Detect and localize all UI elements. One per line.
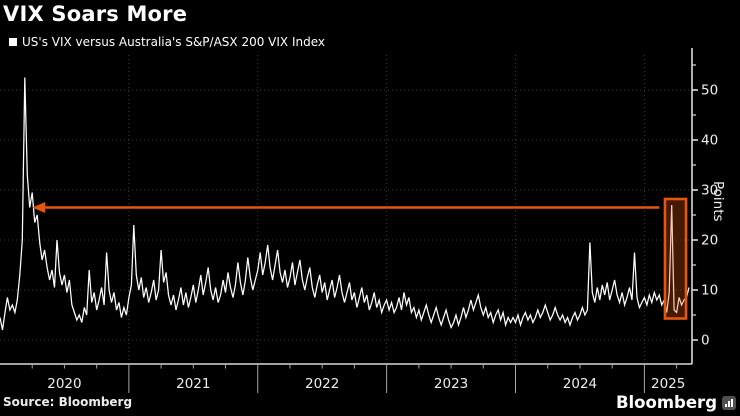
x-year-label: 2025 (651, 376, 685, 392)
latest-spike-highlight-box (663, 197, 688, 320)
gridlines (0, 55, 692, 364)
x-year-label: 2024 (563, 376, 597, 392)
x-axis: 2020 2021 2022 2023 2024 2025 (31, 364, 685, 393)
x-year-label: 2023 (434, 376, 468, 392)
comparison-arrow-annotation (32, 202, 660, 213)
bloomberg-wordmark: Bloomberg (615, 393, 717, 412)
y-tick-label: 40 (701, 133, 718, 149)
legend-square-marker (9, 38, 17, 46)
y-axis: 0 10 20 30 40 50 (692, 64, 718, 349)
y-axis-title: Points (710, 181, 726, 222)
y-tick-label: 10 (701, 283, 718, 299)
axis-spines (0, 48, 693, 365)
bloomberg-brand: Bloomberg (615, 393, 736, 412)
chart-legend: US's VIX versus Australia's S&P/ASX 200 … (9, 35, 325, 49)
x-year-label: 2021 (176, 376, 210, 392)
y-tick-label: 20 (701, 233, 718, 249)
legend-label: US's VIX versus Australia's S&P/ASX 200 … (22, 35, 325, 49)
x-year-label: 2020 (47, 376, 81, 392)
y-tick-label: 0 (701, 333, 710, 349)
y-tick-label: 50 (701, 83, 718, 99)
vix-spread-series-line (0, 77, 690, 331)
x-year-label: 2022 (305, 376, 339, 392)
y-tick-label: 30 (701, 183, 718, 199)
bloomberg-barchart-icon (722, 396, 736, 411)
source-credit: Source: Bloomberg (3, 395, 133, 409)
chart-title: VIX Soars More (3, 2, 188, 26)
